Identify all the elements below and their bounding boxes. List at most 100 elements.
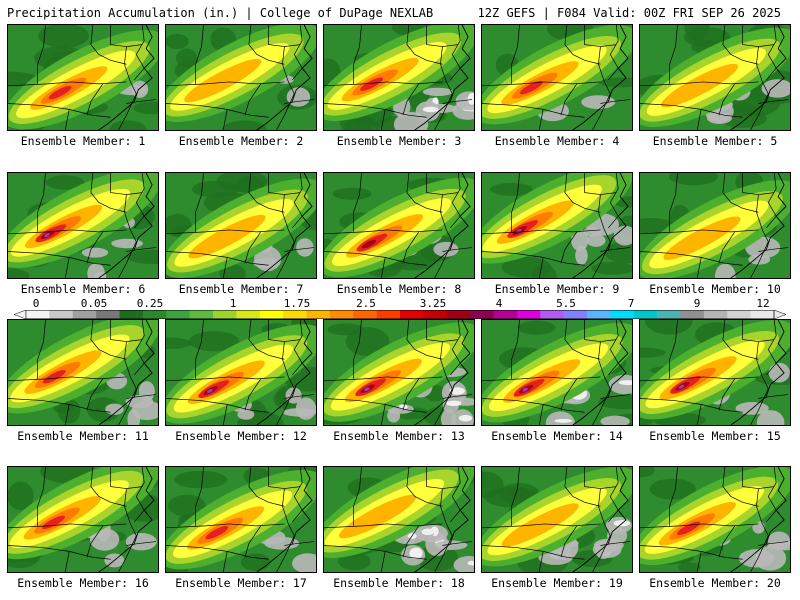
state-boundary-line <box>482 81 601 87</box>
ensemble-member-label: Ensemble Member: 9 <box>494 282 620 296</box>
state-boundary-line <box>640 545 743 560</box>
state-boundary-line <box>195 467 204 526</box>
state-boundary-line <box>86 525 104 558</box>
coastline <box>414 173 471 278</box>
ensemble-member-map <box>7 172 159 279</box>
state-boundary-line <box>37 25 46 84</box>
state-boundary-line <box>222 404 228 425</box>
state-boundary-line <box>8 545 111 560</box>
state-boundary-line <box>86 83 104 116</box>
state-boundary-line <box>564 467 601 507</box>
ensemble-member-label: Ensemble Member: 15 <box>649 429 781 443</box>
colorbar-swatch <box>703 310 728 319</box>
state-boundary-line <box>282 46 295 94</box>
coastline <box>572 173 629 278</box>
state-boundary-line <box>608 173 619 229</box>
state-boundary-line <box>402 378 420 411</box>
precipitation-colorbar <box>14 310 786 319</box>
state-boundary-line <box>640 251 743 266</box>
state-boundary-line <box>276 93 295 130</box>
state-boundary-line <box>380 257 386 278</box>
colorbar-swatch <box>142 310 167 319</box>
colorbar-tick-label: 5.5 <box>556 297 576 310</box>
precipitation-map-graphic <box>640 25 790 130</box>
state-boundary-line <box>268 320 301 342</box>
state-boundary-line <box>750 93 769 130</box>
precipitation-map-graphic <box>166 320 316 425</box>
state-boundary-line <box>244 378 262 411</box>
precipitation-map-graphic <box>8 173 158 278</box>
ensemble-member-map <box>165 172 317 279</box>
state-boundary-line <box>284 394 315 399</box>
state-boundary-line <box>640 376 759 382</box>
state-boundary-line <box>560 83 578 116</box>
ensemble-member-label: Ensemble Member: 16 <box>17 576 149 590</box>
coastline <box>572 467 629 572</box>
state-boundary-line <box>538 404 544 425</box>
ensemble-member-map <box>639 466 791 573</box>
state-boundary-line <box>292 25 303 81</box>
state-boundary-line <box>584 320 617 342</box>
colorbar-swatch <box>657 310 681 319</box>
state-boundary-line <box>353 25 362 84</box>
colorbar-tick-label: 4 <box>495 297 503 310</box>
state-boundary-line <box>750 388 769 425</box>
ensemble-member-label: Ensemble Member: 6 <box>20 282 146 296</box>
state-boundary-line <box>592 535 611 572</box>
ensemble-member-map <box>7 319 159 426</box>
state-boundary-line <box>222 109 228 130</box>
precipitation-map-graphic <box>324 173 474 278</box>
state-boundary-line <box>353 467 362 526</box>
state-boundary-line <box>440 341 453 389</box>
state-boundary-line <box>124 341 137 389</box>
precipitation-map-graphic <box>482 467 632 572</box>
state-boundary-line <box>434 93 453 130</box>
coastline <box>730 467 787 572</box>
ensemble-member-map <box>323 466 475 573</box>
state-boundary-line <box>450 467 461 523</box>
state-boundary-line <box>426 320 459 342</box>
coastline <box>414 320 471 425</box>
coastline <box>256 25 313 130</box>
state-boundary-line <box>742 173 775 195</box>
colorbar-swatch <box>750 310 775 319</box>
state-boundary-line <box>124 194 137 242</box>
colorbar-swatch <box>353 310 377 319</box>
ensemble-member-label: Ensemble Member: 8 <box>336 282 462 296</box>
coastline <box>98 467 155 572</box>
state-boundary-line <box>195 320 204 379</box>
state-boundary-line <box>126 247 157 252</box>
state-boundary-line <box>64 551 70 572</box>
state-boundary-line <box>86 231 104 264</box>
state-boundary-line <box>640 81 759 87</box>
coastline <box>572 320 629 425</box>
state-boundary-line <box>640 398 743 413</box>
colorbar-swatch <box>470 310 494 319</box>
precipitation-map-graphic <box>166 467 316 572</box>
state-boundary-line <box>134 25 145 81</box>
ensemble-member-map <box>639 24 791 131</box>
coastline <box>572 25 629 130</box>
state-boundary-line <box>750 241 769 278</box>
coastline <box>730 173 787 278</box>
coastline <box>98 25 155 130</box>
state-boundary-line <box>482 251 585 266</box>
state-boundary-line <box>640 523 759 529</box>
state-boundary-line <box>564 173 601 213</box>
state-boundary-line <box>482 398 585 413</box>
state-boundary-line <box>600 541 631 546</box>
colorbar-swatch <box>49 310 74 319</box>
state-boundary-line <box>110 173 143 195</box>
state-boundary-line <box>248 320 285 360</box>
colorbar-swatch <box>259 310 284 319</box>
precipitation-map-graphic <box>8 320 158 425</box>
state-boundary-line <box>450 25 461 81</box>
state-boundary-line <box>8 398 111 413</box>
state-boundary-line <box>195 25 204 84</box>
colorbar-swatch <box>446 310 471 319</box>
state-boundary-line <box>440 194 453 242</box>
coastline <box>730 25 787 130</box>
ensemble-member-label: Ensemble Member: 11 <box>17 429 149 443</box>
precipitation-map-graphic <box>166 25 316 130</box>
state-boundary-line <box>353 320 362 379</box>
